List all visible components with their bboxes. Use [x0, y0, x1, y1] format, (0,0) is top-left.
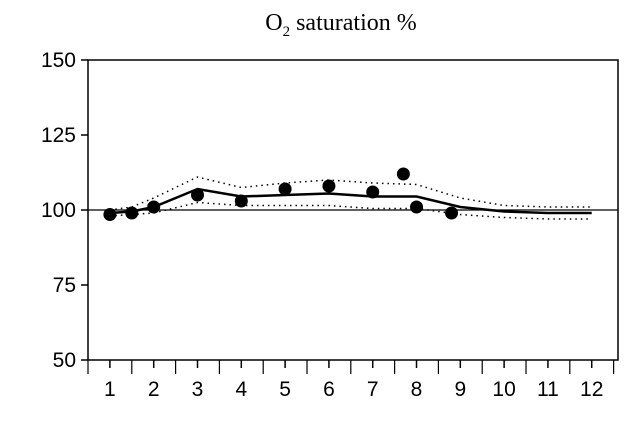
data-points: [103, 167, 459, 221]
data-point-8: [366, 185, 380, 199]
x-tick-label-5: 5: [279, 378, 291, 401]
lower-band-line: [109, 201, 592, 220]
y-tick-label-75: 75: [53, 274, 76, 297]
x-tick-label-6: 6: [323, 378, 335, 401]
x-axis: 1 2 3 4 5 6 7 8 9 10 11 12: [87, 360, 615, 401]
data-point-1: [103, 208, 117, 221]
x-tick-label-3: 3: [192, 378, 204, 401]
x-tick-label-10: 10: [492, 378, 515, 401]
y-axis: 50 75 100 125 150: [41, 49, 88, 372]
y-tick-label-125: 125: [41, 124, 76, 147]
x-tick-label-7: 7: [367, 378, 379, 401]
data-point-2: [125, 206, 139, 220]
data-point-11: [445, 206, 459, 220]
x-tick-label-4: 4: [235, 378, 247, 401]
chart-title-subscript: 2: [283, 24, 291, 40]
data-point-3: [147, 200, 161, 214]
data-point-6: [278, 182, 292, 196]
data-point-10: [410, 200, 424, 214]
y-tick-label-150: 150: [41, 49, 76, 72]
x-tick-label-1: 1: [104, 378, 116, 401]
chart-title-suffix: saturation %: [290, 10, 417, 36]
x-tick-label-8: 8: [411, 378, 423, 401]
chart-title-prefix: O: [265, 10, 282, 36]
y-tick-label-50: 50: [53, 349, 76, 372]
data-point-9: [396, 167, 410, 181]
y-tick-label-100: 100: [41, 199, 76, 222]
x-tick-label-11: 11: [537, 378, 559, 401]
x-tick-label-9: 9: [454, 378, 466, 401]
data-point-4: [191, 188, 205, 202]
x-tick-label-12: 12: [580, 378, 603, 401]
chart-title: O2 saturation %: [265, 10, 416, 40]
x-tick-label-2: 2: [148, 378, 160, 401]
upper-band-line: [109, 176, 592, 211]
data-point-5: [234, 194, 248, 208]
data-point-7: [322, 179, 336, 193]
